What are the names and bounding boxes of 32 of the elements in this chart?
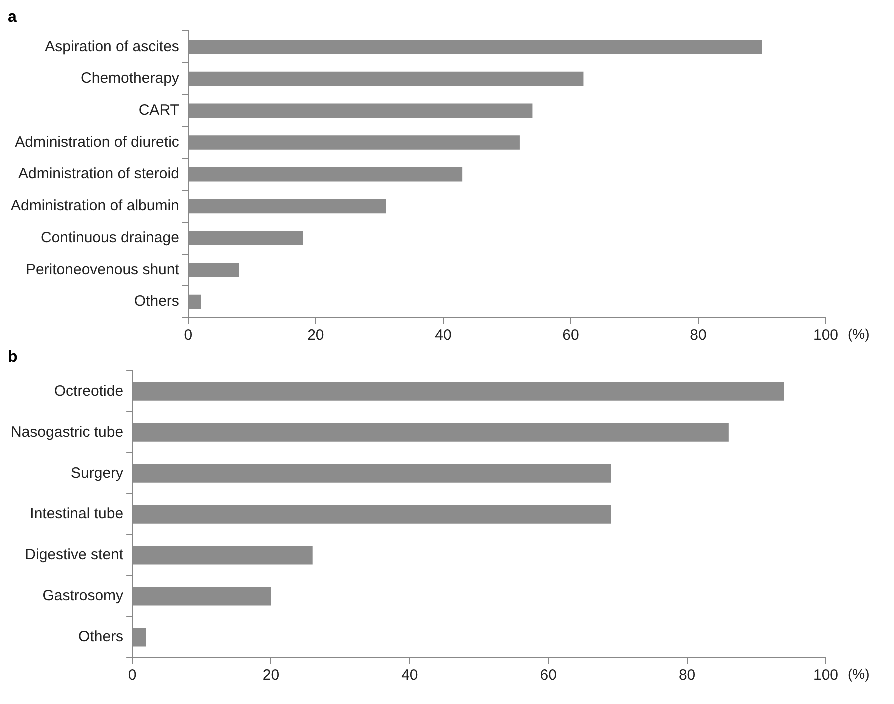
chart-title: b — [8, 349, 18, 366]
x-tick-label: 100 — [813, 327, 839, 344]
x-tick-label: 20 — [308, 327, 324, 344]
y-tick-label: Continuous drainage — [40, 229, 180, 246]
x-tick-label: 80 — [678, 667, 696, 684]
x-tick-label: 40 — [402, 667, 418, 684]
y-tick-label: Surgery — [71, 464, 124, 482]
y-tick-label: CART — [138, 102, 180, 120]
x-tick-label: 60 — [562, 327, 580, 344]
x-tick-label: 60 — [540, 667, 557, 684]
y-tick-label: Administration of steroid — [18, 166, 180, 183]
y-tick-label: Others — [78, 628, 124, 646]
x-tick-label: 0 — [128, 667, 137, 684]
x-tick-label: 100 — [813, 667, 839, 684]
x-tick-label: 20 — [262, 667, 280, 684]
y-tick-label: Octreotide — [54, 382, 124, 400]
y-tick-label: Intestinal tube — [30, 506, 124, 523]
y-tick-label: Digestive stent — [25, 546, 124, 564]
y-tick-label: Administration of albumin — [10, 198, 180, 215]
y-tick-label: Gastrosomy — [42, 588, 124, 605]
x-tick-label: 0 — [184, 327, 193, 344]
x-tick-label: 40 — [435, 327, 452, 344]
y-tick-label: Others — [134, 293, 180, 310]
text: a — [8, 9, 17, 26]
y-tick-label: Aspiration of ascites — [45, 38, 180, 56]
x-tick-label: 80 — [690, 327, 707, 344]
y-tick-label: Chemotherapy — [81, 70, 180, 88]
x-axis-title: (%) — [848, 666, 870, 682]
y-tick-label: Peritoneovenous shunt — [26, 261, 180, 278]
y-tick-label: Nasogastric tube — [10, 424, 124, 441]
y-tick-label: Administration of diuretic — [15, 134, 180, 151]
x-axis-title: (%) — [848, 326, 870, 342]
